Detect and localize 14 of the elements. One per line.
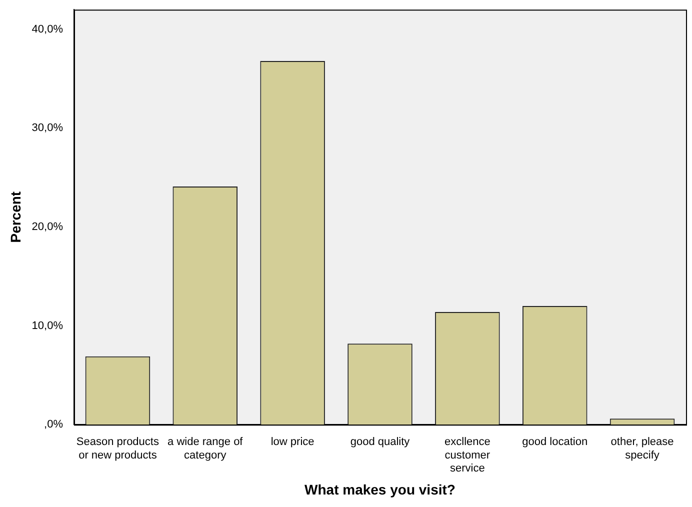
y-tick-label: 30,0%	[32, 122, 64, 134]
x-tick-label: other, please specify	[610, 436, 674, 462]
x-tick-label: good location	[522, 436, 588, 448]
x-tick-label: good quality	[350, 436, 410, 448]
x-axis-title: What makes you visit?	[304, 481, 456, 498]
x-tick-label: Season products or new products	[76, 436, 160, 462]
x-tick-label: a wide range of category	[168, 436, 244, 462]
y-tick-label: 10,0%	[32, 320, 64, 332]
y-tick-label: ,0%	[44, 418, 64, 431]
x-tick-label: excllence customer service	[444, 436, 490, 475]
y-tick-label: 20,0%	[32, 221, 64, 234]
y-tick-label: 40,0%	[32, 23, 64, 36]
y-axis-title: Percent	[7, 191, 24, 243]
x-tick-label: low price	[270, 436, 314, 448]
